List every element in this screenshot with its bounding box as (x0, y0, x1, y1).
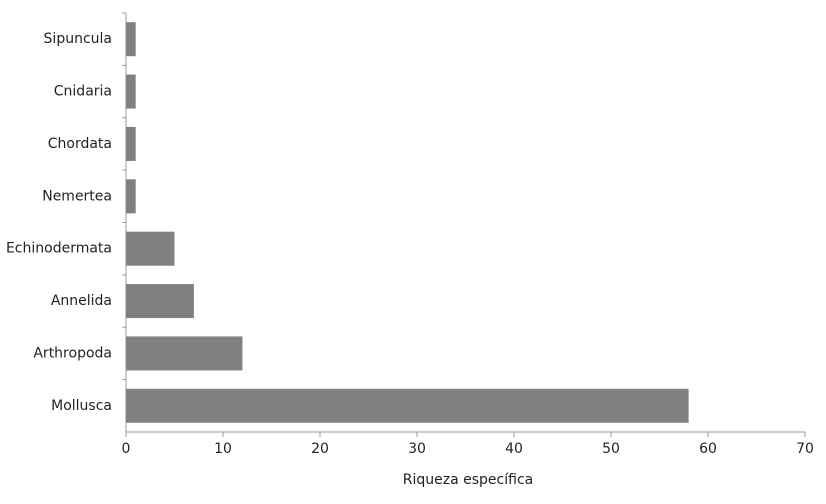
y-tick-label: Chordata (48, 136, 112, 152)
x-tick-label: 30 (408, 441, 426, 457)
y-tick-label: Cnidaria (54, 84, 112, 100)
bar (126, 22, 136, 57)
y-tick-label: Arthropoda (33, 345, 112, 361)
x-tick-label: 10 (214, 441, 232, 457)
x-tick-label: 20 (311, 441, 329, 457)
x-tick-label: 50 (602, 441, 620, 457)
x-tick-label: 0 (122, 441, 131, 457)
bar (126, 231, 175, 266)
y-tick-label: Echinodermata (6, 241, 112, 257)
x-tick-label: 60 (699, 441, 717, 457)
bar (126, 179, 136, 214)
bar (126, 126, 136, 161)
bar (126, 388, 689, 423)
bar (126, 336, 243, 371)
y-tick-label: Sipuncula (44, 31, 112, 47)
bar (126, 74, 136, 109)
x-axis-label: Riqueza específica (403, 472, 533, 488)
y-tick-label: Annelida (51, 293, 112, 309)
x-tick-label: 70 (796, 441, 814, 457)
y-tick-label: Nemertea (42, 188, 112, 204)
bar (126, 284, 194, 319)
y-tick-label: Mollusca (51, 398, 112, 414)
x-tick-label: 40 (505, 441, 523, 457)
